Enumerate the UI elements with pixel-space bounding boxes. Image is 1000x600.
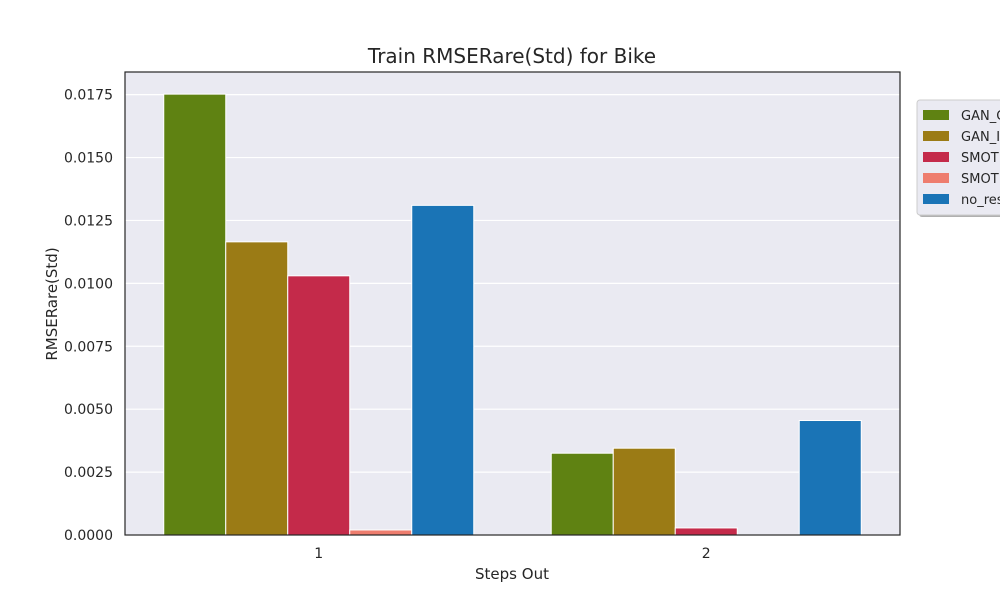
legend-swatch	[923, 110, 949, 120]
chart-title: Train RMSERare(Std) for Bike	[367, 44, 656, 68]
legend-swatch	[923, 173, 949, 183]
plot-frame	[124, 71, 901, 536]
y-axis-label: RMSERare(Std)	[43, 247, 61, 360]
y-tick-label: 0.0050	[64, 402, 113, 418]
bar	[612, 447, 676, 536]
legend: GAN_C GAN_I SMOT SMOT no_res	[916, 99, 1000, 217]
bar	[163, 93, 227, 536]
y-tick-label: 0.0100	[64, 276, 113, 292]
x-tick-label: 2	[702, 546, 711, 562]
x-tick-label: 1	[314, 546, 323, 562]
legend-label: SMOT	[961, 151, 999, 166]
y-tick-label: 0.0025	[64, 465, 113, 481]
bar	[550, 452, 614, 536]
bar	[225, 241, 289, 536]
y-tick-label: 0.0150	[64, 151, 113, 167]
y-tick-label: 0.0125	[64, 213, 113, 229]
y-tick-labels: 0.0000 0.0025 0.0050 0.0075 0.0100 0.0125 0.01…	[64, 88, 113, 544]
y-tick-label: 0.0000	[64, 528, 113, 544]
legend-label: no_res	[961, 193, 1000, 208]
bar	[674, 527, 738, 536]
legend-swatch	[923, 194, 949, 204]
legend-label: GAN_C	[961, 109, 1000, 124]
bar	[798, 420, 862, 536]
y-tick-label: 0.0075	[64, 339, 113, 355]
legend-box	[916, 99, 1000, 216]
legend-swatch	[923, 131, 949, 141]
bar	[349, 529, 413, 536]
legend-swatch	[923, 152, 949, 162]
bars	[163, 93, 862, 536]
bar	[411, 204, 475, 536]
legend-label: GAN_I	[961, 130, 1000, 145]
x-axis-label: Steps Out	[475, 565, 549, 583]
legend-label: SMOT	[961, 172, 999, 187]
y-tick-label: 0.0175	[64, 88, 113, 104]
bar	[287, 275, 351, 536]
